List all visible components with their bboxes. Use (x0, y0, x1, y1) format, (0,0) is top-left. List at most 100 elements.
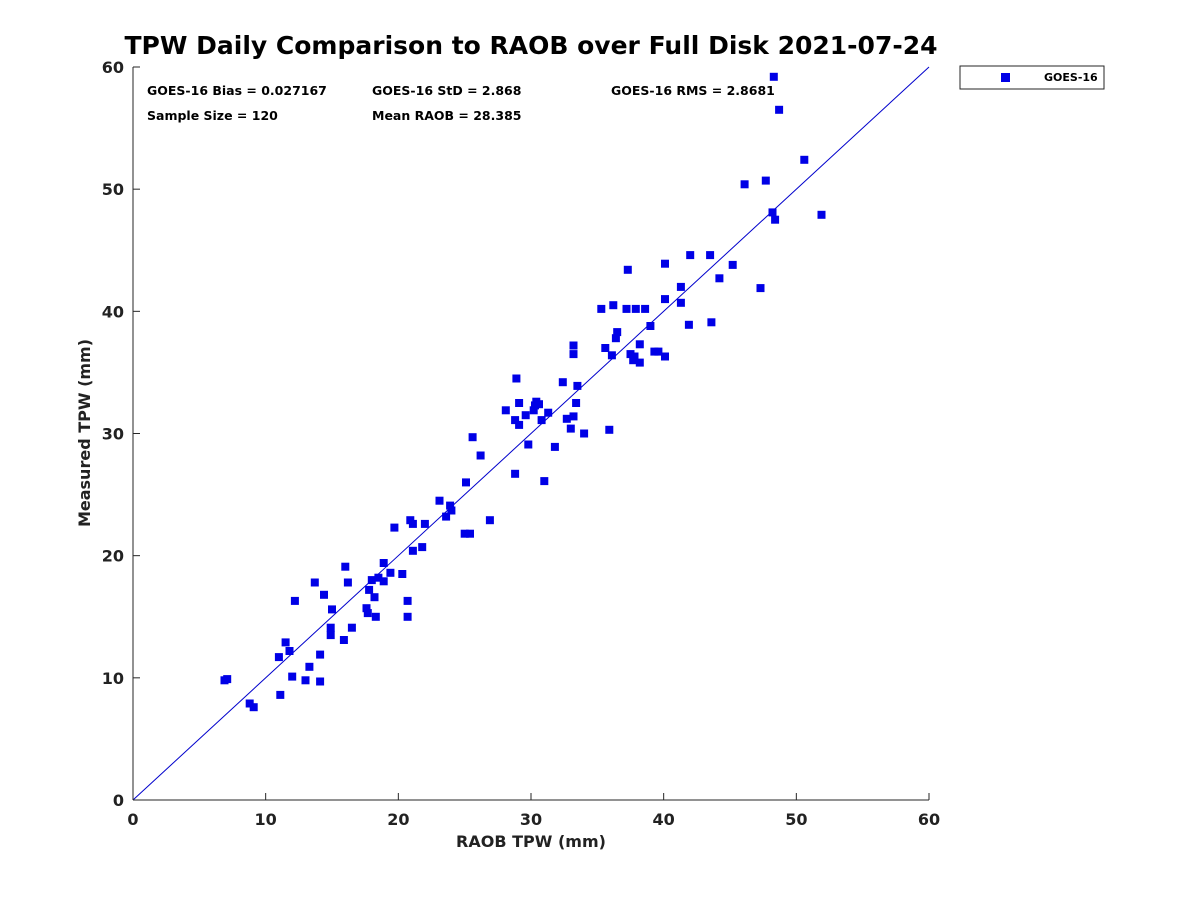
data-point (641, 304, 650, 313)
data-point (339, 636, 348, 644)
data-point (446, 501, 455, 510)
data-point (515, 420, 524, 429)
y-tick-label: 50 (102, 180, 124, 199)
data-point (572, 399, 581, 407)
data-point (374, 573, 383, 582)
stat-mean-raob: Mean RAOB = 28.385 (372, 108, 521, 123)
data-point (540, 477, 549, 486)
data-point (408, 546, 417, 555)
x-tick-label: 0 (127, 810, 138, 829)
chart-title: TPW Daily Comparison to RAOB over Full D… (124, 31, 937, 60)
data-points (220, 72, 826, 712)
stat-rms: GOES-16 RMS = 2.8681 (611, 83, 775, 98)
data-point (707, 318, 716, 327)
x-axis-ticks: 0 10 20 30 40 50 60 (127, 793, 940, 829)
x-axis-label: RAOB TPW (mm) (456, 832, 606, 851)
data-point (601, 344, 610, 352)
data-point (447, 506, 456, 515)
legend-marker-goes-16 (1001, 73, 1010, 82)
data-point (622, 304, 631, 313)
data-point (661, 352, 669, 361)
data-point (511, 416, 520, 425)
data-point (635, 358, 644, 367)
data-point (768, 208, 777, 217)
data-point (274, 653, 283, 662)
data-point (466, 529, 474, 538)
data-point (630, 352, 639, 361)
data-point (288, 672, 297, 681)
data-point (573, 381, 582, 390)
data-point (569, 350, 578, 359)
data-point (775, 105, 784, 114)
data-point (537, 416, 546, 425)
x-tick-label: 40 (653, 810, 675, 829)
data-point (343, 578, 352, 587)
data-point (550, 442, 559, 451)
data-point (631, 304, 640, 313)
data-point (310, 578, 319, 587)
data-point (442, 512, 451, 521)
data-point (316, 650, 325, 659)
one-to-one-reference-line (132, 66, 930, 801)
data-point (347, 623, 356, 632)
data-point (623, 265, 632, 274)
data-point (305, 662, 314, 671)
data-point (379, 577, 388, 586)
data-point (769, 72, 778, 81)
data-point (569, 341, 578, 350)
x-tick-label: 20 (387, 810, 409, 829)
data-point (558, 378, 567, 387)
data-point (370, 593, 379, 602)
data-point (341, 562, 350, 571)
data-point (249, 703, 258, 712)
data-point (408, 519, 417, 528)
data-point (535, 400, 543, 409)
data-point (511, 469, 520, 478)
data-point (817, 210, 826, 219)
data-point (676, 298, 685, 307)
data-point (646, 322, 655, 330)
data-point (756, 284, 765, 293)
data-point (597, 304, 606, 313)
data-point (635, 340, 644, 349)
stat-bias: GOES-16 Bias = 0.027167 (147, 83, 327, 98)
x-tick-label: 60 (918, 810, 940, 829)
data-point (686, 251, 695, 260)
data-point (607, 351, 616, 360)
plot-area: 0 10 20 30 40 50 60 0 10 20 30 40 50 60 (102, 58, 940, 829)
data-point (403, 612, 412, 621)
data-point (418, 543, 427, 552)
data-point (771, 215, 780, 224)
data-point (544, 408, 553, 417)
legend-box (959, 65, 1105, 90)
data-point (386, 568, 395, 577)
data-point (566, 424, 575, 433)
data-point (676, 282, 685, 291)
data-point (706, 251, 715, 260)
data-point (761, 176, 770, 185)
data-point (715, 274, 724, 283)
y-tick-label: 60 (102, 58, 124, 77)
y-axis-ticks: 0 10 20 30 40 50 60 (102, 58, 140, 810)
data-point (661, 295, 669, 304)
data-point (285, 647, 294, 655)
data-point (365, 585, 374, 594)
data-point (569, 412, 578, 421)
data-point (371, 612, 380, 621)
data-point (326, 631, 335, 640)
data-point (301, 676, 310, 685)
data-point (562, 414, 571, 423)
data-point (684, 320, 693, 329)
data-point (740, 180, 749, 189)
data-point (605, 425, 614, 434)
legend-label-goes-16: GOES-16 (1044, 71, 1098, 84)
data-point (613, 328, 622, 337)
data-point (223, 675, 232, 684)
data-point (363, 609, 372, 618)
data-point (476, 451, 485, 460)
x-tick-label: 10 (255, 810, 277, 829)
data-point (515, 399, 524, 407)
stat-std: GOES-16 StD = 2.868 (372, 83, 521, 98)
data-point (328, 605, 336, 614)
data-point (276, 690, 285, 699)
